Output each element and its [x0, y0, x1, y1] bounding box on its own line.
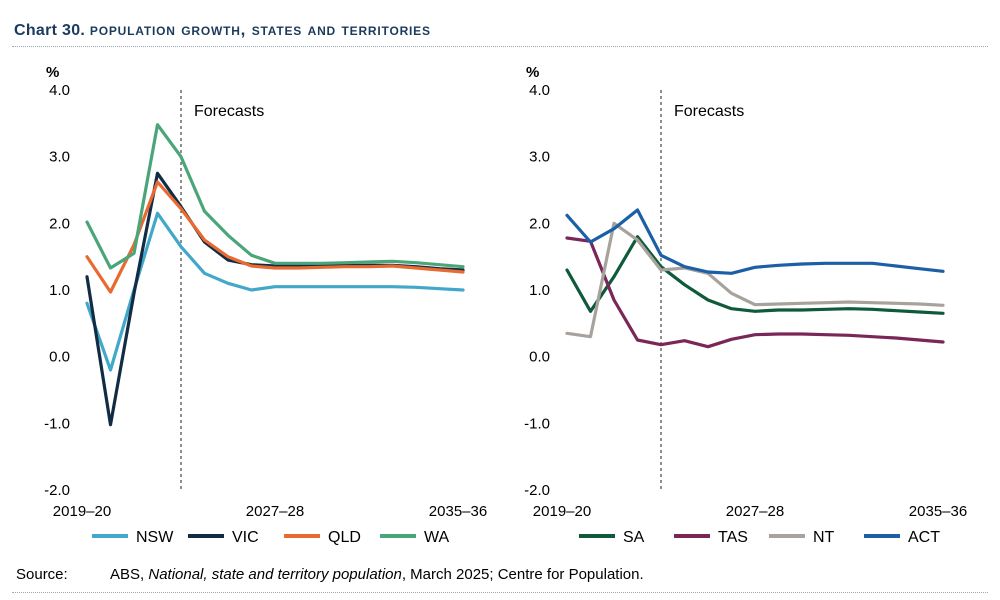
left-y-unit: % [46, 64, 59, 81]
right-legend-label-tas: TAS [718, 529, 748, 546]
title-divider [12, 46, 988, 47]
source-note: Source: ABS, National, state and territor… [16, 566, 644, 583]
right-legend-label-sa: SA [623, 529, 645, 546]
left-x-tick-label: 2019–20 [53, 503, 111, 520]
left-legend-label-nsw: NSW [136, 529, 174, 546]
left-y-tick-label: 4.0 [49, 82, 70, 99]
right-x-tick-label: 2027–28 [726, 503, 784, 520]
source-publisher: ABS, [110, 566, 149, 583]
right-legend-label-act: ACT [908, 529, 940, 546]
source-rest: , March 2025; Centre for Population. [401, 566, 644, 583]
left-forecast-label: Forecasts [194, 103, 264, 120]
left-y-tick-label: 3.0 [49, 149, 70, 166]
left-x-tick-label: 2027–28 [246, 503, 304, 520]
left-y-tick-label: 1.0 [49, 282, 70, 299]
right-y-tick-label: 4.0 [529, 82, 550, 99]
right-x-tick-label: 2019–20 [533, 503, 591, 520]
right-legend-label-nt: NT [813, 529, 835, 546]
source-label: Source: [16, 566, 68, 583]
right-y-tick-label: 0.0 [529, 349, 550, 366]
right-forecast-label: Forecasts [674, 103, 744, 120]
left-legend-label-qld: QLD [328, 529, 361, 546]
left-series-wa-line [85, 123, 465, 270]
chart-title-text: Population growth, states and territorie… [89, 20, 431, 39]
right-x-tick-label: 2035–36 [909, 503, 967, 520]
right-series-tas-line [565, 236, 945, 349]
left-legend-label-vic: VIC [232, 529, 259, 546]
right-y-tick-label: -1.0 [524, 415, 550, 432]
right-panel-sa-tas-nt-act: %4.0 3.0 2.0 1.0 0.0 -1.0 -2.0 2019–20 2027–28 20… [524, 64, 967, 546]
left-series-vic-line [85, 171, 465, 427]
chart-title: Chart 30. Population growth, states and … [14, 20, 431, 40]
right-series-sa-line [565, 235, 945, 315]
left-y-tick-label: 0.0 [49, 349, 70, 366]
right-y-tick-label: -2.0 [524, 482, 550, 499]
left-series-nsw-line [85, 211, 465, 372]
source-title: National, state and territory population [148, 566, 402, 583]
right-y-unit: % [526, 64, 539, 81]
right-y-tick-label: 3.0 [529, 149, 550, 166]
chart-number: Chart 30. [14, 22, 86, 39]
left-y-tick-label: 2.0 [49, 215, 70, 232]
left-panel-nsw-vic-qld-wa: %4.0 3.0 2.0 1.0 0.0 -1.0 -2.0 2019–20 2027–28 20… [44, 64, 487, 546]
footer-divider [12, 592, 988, 593]
right-y-tick-label: 1.0 [529, 282, 550, 299]
left-series-qld-line [85, 180, 465, 294]
left-y-tick-label: -2.0 [44, 482, 70, 499]
left-y-tick-label: -1.0 [44, 415, 70, 432]
right-series-nt-line [565, 221, 945, 339]
right-y-tick-label: 2.0 [529, 215, 550, 232]
left-legend-label-wa: WA [424, 529, 450, 546]
left-x-tick-label: 2035–36 [429, 503, 487, 520]
right-series-act-line [565, 208, 945, 275]
